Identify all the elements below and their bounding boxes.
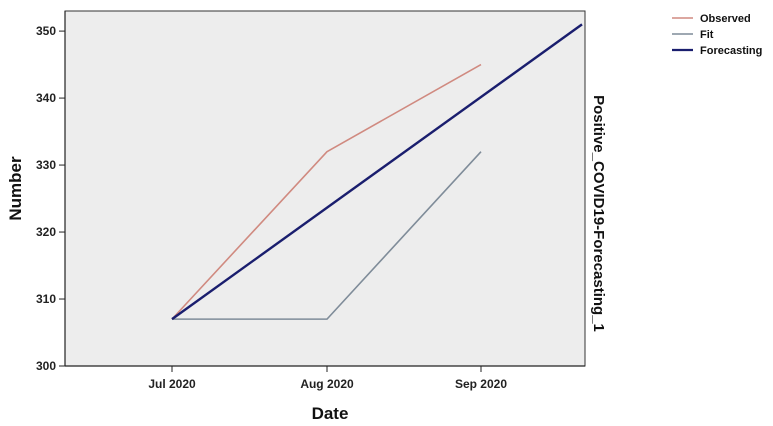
x-tick-label: Aug 2020 (300, 377, 354, 391)
legend-label-observed: Observed (700, 13, 751, 25)
x-tick-label: Sep 2020 (455, 377, 507, 391)
legend: Observed Fit Forecasting (672, 13, 762, 57)
series-layer (171, 23, 583, 321)
series-line-fit (172, 151, 482, 320)
series-line-observed (171, 63, 482, 320)
y-tick-label: 340 (36, 91, 56, 105)
x-tick-label: Jul 2020 (148, 377, 196, 391)
y-tick-label: 320 (36, 225, 56, 239)
y-axis-ticks: 300 310 320 330 340 350 (36, 24, 65, 373)
y-tick-label: 350 (36, 24, 56, 38)
legend-label-fit: Fit (700, 29, 714, 41)
plot-area (64, 10, 586, 367)
y-tick-label: 310 (36, 292, 56, 306)
y-axis-title: Number (6, 156, 25, 221)
series-line-forecasting (171, 23, 583, 321)
y-tick-label: 300 (36, 359, 56, 373)
x-axis-ticks: Jul 2020 Aug 2020 Sep 2020 (148, 366, 507, 391)
x-axis-title: Date (312, 404, 349, 423)
y-tick-label: 330 (36, 158, 56, 172)
right-axis-title: Positive_COVID19-Forecasting_1 (590, 95, 607, 332)
legend-label-forecasting: Forecasting (700, 45, 762, 57)
